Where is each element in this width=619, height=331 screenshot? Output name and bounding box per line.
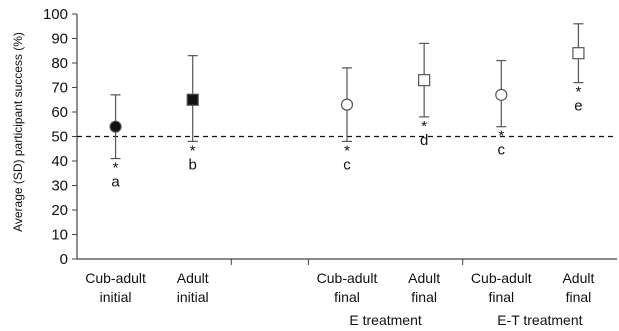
group-label: E treatment (349, 312, 421, 328)
significance-letter: e (574, 98, 582, 115)
data-point-square (186, 93, 199, 106)
x-category-label-line2: initial (100, 289, 132, 305)
significance-star: * (498, 128, 504, 145)
significance-star: * (190, 142, 196, 159)
data-point-square (418, 74, 431, 87)
y-axis-label: Average (SD) participant success (%) (11, 32, 25, 232)
x-category-label-line2: final (334, 289, 360, 305)
significance-letter: b (189, 156, 197, 173)
y-tick-label: 0 (60, 251, 68, 268)
x-category-label-line1: Cub-adult (317, 270, 378, 286)
significance-letter: c (343, 156, 351, 173)
y-ticks: 0 10 20 30 40 50 60 70 80 90 100 (43, 6, 77, 268)
x-category-label-line1: Adult (408, 270, 440, 286)
significance-star: * (576, 84, 582, 101)
significance-letter: a (111, 174, 120, 191)
x-category-label-line2: final (488, 289, 514, 305)
significance-letter: d (420, 132, 428, 149)
x-category-labels: Cub-adult initial Adult initial Cub-adult fin… (85, 270, 594, 305)
data-point-circle (109, 120, 122, 133)
x-category-label-line2: final (411, 289, 437, 305)
group-label: E-T treatment (497, 312, 582, 328)
y-tick-label: 80 (51, 55, 68, 72)
y-tick-label: 100 (43, 6, 68, 23)
significance-star: * (421, 118, 427, 135)
significance-letter: c (498, 142, 506, 159)
significance-star: * (344, 142, 350, 159)
y-tick-label: 70 (51, 80, 68, 97)
x-category-label-line1: Cub-adult (471, 270, 532, 286)
data-point-circle (340, 98, 354, 111)
data-point-square (572, 47, 585, 60)
data-points: *a*b*c*d *c*e (109, 23, 585, 191)
y-tick-label: 10 (51, 227, 68, 244)
y-tick-label: 60 (51, 104, 68, 121)
significance-star: * (113, 160, 119, 177)
x-category-label-line1: Adult (177, 270, 209, 286)
x-category-label-line2: final (566, 289, 592, 305)
x-category-label-line1: Adult (562, 270, 594, 286)
x-category-label-line1: Cub-adult (85, 270, 146, 286)
y-tick-label: 90 (51, 31, 68, 48)
x-category-label-line2: initial (177, 289, 209, 305)
group-labels: E treatment E-T treatment (349, 312, 582, 328)
y-tick-label: 40 (51, 153, 68, 170)
y-tick-label: 30 (51, 178, 68, 195)
data-point-circle (495, 88, 508, 101)
y-tick-label: 50 (51, 129, 68, 146)
y-tick-label: 20 (51, 202, 68, 219)
